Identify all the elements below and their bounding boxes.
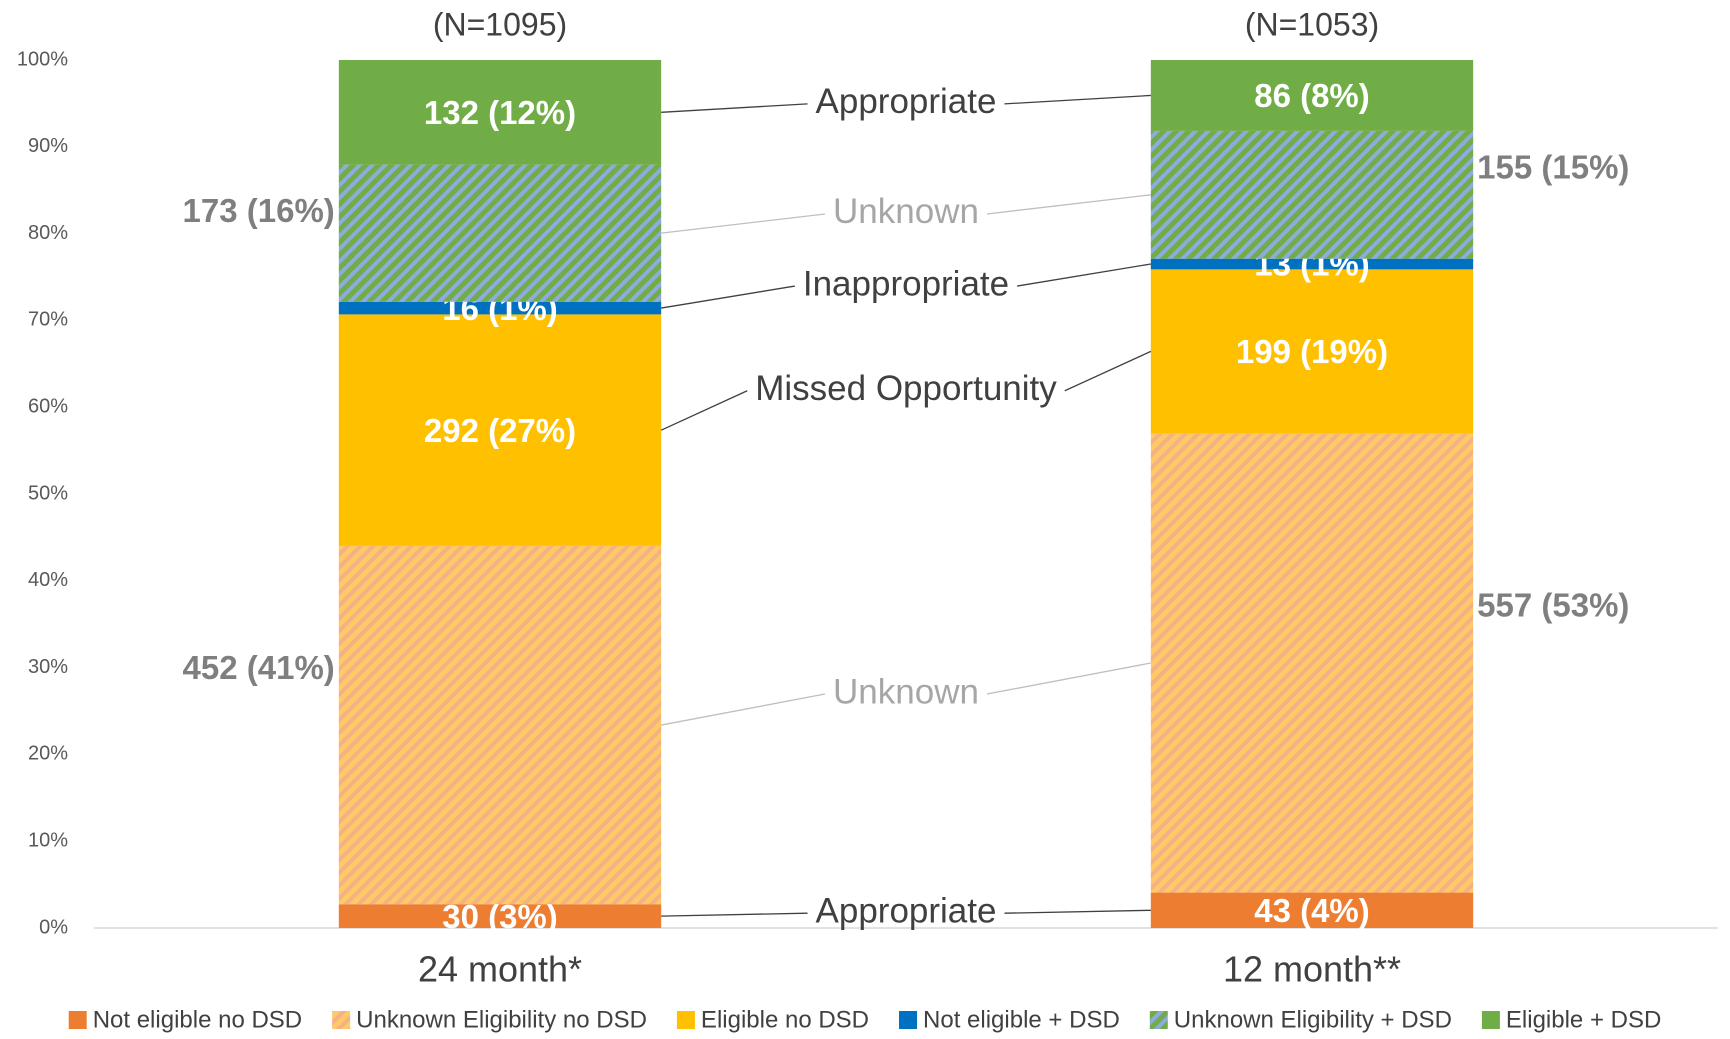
y-tick-label: 40% [28, 569, 68, 591]
legend-label: Eligible no DSD [701, 1006, 869, 1033]
y-tick-label: 20% [28, 743, 68, 765]
data-label: 86 (8%) [1254, 77, 1370, 114]
annotation: Missed Opportunity [755, 369, 1057, 408]
bar-segment [338, 545, 662, 905]
legend-label: Not eligible no DSD [93, 1006, 302, 1033]
annotation: Appropriate [816, 891, 997, 930]
legend-item: Unknown Eligibility + DSD [1149, 1006, 1452, 1033]
connector [1004, 909, 1151, 914]
legend-swatch [899, 1011, 918, 1029]
annotation: Unknown [833, 192, 979, 231]
bar-segment [1150, 130, 1474, 259]
annotation: Unknown [833, 672, 979, 711]
legend-swatch [676, 1011, 695, 1029]
legend-label: Not eligible + DSD [923, 1006, 1120, 1033]
data-label: 173 (16%) [183, 192, 335, 229]
bar-segment [338, 301, 662, 315]
connector [661, 912, 808, 917]
connector [661, 213, 826, 234]
connector [986, 194, 1151, 215]
x-tick-label: 24 month* [418, 949, 582, 990]
y-tick-label: 60% [28, 395, 68, 417]
bar-segment [1150, 60, 1474, 131]
legend-item: Eligible no DSD [676, 1006, 869, 1033]
y-tick-label: 80% [28, 222, 68, 244]
legend-label: Unknown Eligibility no DSD [356, 1006, 647, 1033]
category-total: (N=1053) [1245, 6, 1379, 42]
bar-segment [338, 164, 662, 302]
x-tick-label: 12 month** [1223, 949, 1401, 990]
y-tick-label: 0% [39, 916, 68, 938]
connector [661, 285, 795, 309]
legend-label: Unknown Eligibility + DSD [1174, 1006, 1452, 1033]
connector [660, 390, 748, 431]
connector [661, 103, 808, 113]
annotation: Appropriate [816, 82, 997, 121]
data-label: 199 (19%) [1236, 333, 1388, 370]
y-tick-label: 50% [28, 482, 68, 504]
connector [661, 693, 826, 726]
bar-segment [338, 60, 662, 165]
bar-segment [338, 314, 662, 546]
legend-item: Eligible + DSD [1481, 1006, 1661, 1033]
connector [986, 662, 1151, 695]
legend-swatch [1149, 1011, 1168, 1029]
legend-swatch [68, 1011, 87, 1029]
data-label: 292 (27%) [424, 412, 576, 449]
connector [1064, 350, 1152, 392]
legend-item: Not eligible no DSD [68, 1006, 302, 1033]
bar-segment [338, 904, 662, 928]
annotation: Inappropriate [803, 264, 1009, 303]
bar-segment [1150, 258, 1474, 270]
category-total: (N=1095) [433, 6, 567, 42]
connector [1004, 94, 1151, 105]
y-tick-label: 70% [28, 309, 68, 331]
data-label: 43 (4%) [1254, 892, 1370, 929]
y-tick-label: 10% [28, 829, 68, 851]
y-tick-label: 30% [28, 656, 68, 678]
connector [1017, 263, 1151, 287]
legend-swatch [332, 1011, 351, 1029]
data-label: 452 (41%) [183, 649, 335, 686]
legend-swatch [1481, 1011, 1500, 1029]
data-label: 132 (12%) [424, 94, 576, 131]
bar-segment [1150, 892, 1474, 928]
data-label: 155 (15%) [1477, 149, 1629, 186]
data-label: 557 (53%) [1477, 587, 1629, 624]
legend-label: Eligible + DSD [1506, 1006, 1661, 1033]
legend-item: Unknown Eligibility no DSD [332, 1006, 647, 1033]
bar-segment [1150, 433, 1474, 893]
y-tick-label: 100% [17, 48, 68, 70]
y-tick-label: 90% [28, 135, 68, 157]
bar-segment [1150, 269, 1474, 434]
legend-item: Not eligible + DSD [899, 1006, 1120, 1033]
